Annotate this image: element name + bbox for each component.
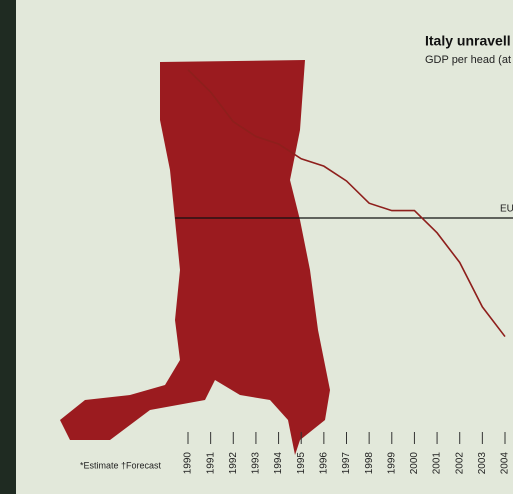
x-tick-label: 2001 [432, 452, 443, 475]
footnote: *Estimate †Forecast [80, 460, 162, 470]
x-tick-label: 1998 [364, 452, 375, 475]
x-tick-label: 1994 [273, 452, 284, 475]
x-tick-label: 1996 [318, 452, 329, 475]
x-tick-label: 1995 [296, 452, 307, 475]
x-tick-label: 1999 [386, 452, 397, 475]
x-tick-label: 2002 [454, 452, 465, 475]
photo-edge [0, 0, 16, 494]
chart-title: Italy unravell [425, 33, 511, 49]
x-tick-label: 1990 [183, 452, 194, 475]
reference-label: EU [500, 204, 513, 215]
chart-subtitle: GDP per head (at [425, 54, 511, 66]
x-tick-label: 1997 [341, 452, 352, 475]
x-tick-label: 1993 [251, 452, 262, 475]
x-tick-label: 2003 [477, 452, 488, 475]
x-tick-label: 1992 [228, 452, 239, 475]
sock-illustration [60, 60, 330, 455]
x-tick-label: 1991 [205, 452, 216, 475]
x-tick-label: 2000 [409, 452, 420, 475]
data-line [187, 69, 506, 338]
x-tick-label: 2004 [500, 452, 511, 475]
